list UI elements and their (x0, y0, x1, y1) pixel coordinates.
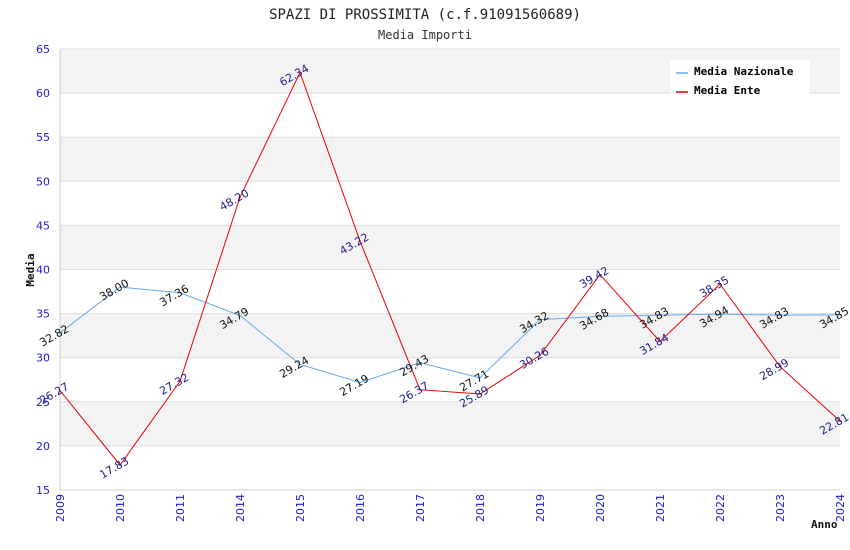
data-point-media-nazionale (479, 377, 481, 379)
data-point-media-nazionale (719, 313, 721, 315)
y-tick-label: 20 (36, 440, 50, 453)
data-point-media-ente (119, 464, 121, 466)
chart-subtitle: Media Importi (378, 28, 472, 42)
grid-band (60, 137, 840, 182)
data-point-media-ente (179, 380, 181, 383)
y-tick-label: 55 (36, 131, 50, 144)
grid-band (60, 269, 840, 314)
data-point-media-ente (359, 240, 361, 242)
data-point-media-nazionale (299, 363, 301, 366)
data-point-media-nazionale (779, 314, 781, 316)
grid-band (60, 401, 840, 446)
x-tick-label: 2017 (414, 494, 427, 522)
grid-band (60, 357, 840, 402)
x-tick-label: 2019 (534, 494, 547, 522)
data-point-media-nazionale (239, 314, 241, 317)
legend-box (670, 60, 810, 98)
x-tick-label: 2010 (114, 494, 127, 522)
axes (59, 49, 840, 491)
chart-title: SPAZI DI PROSSIMITA (c.f.91091560689) (269, 7, 581, 23)
data-point-media-nazionale (179, 291, 181, 294)
data-point-media-nazionale (119, 286, 121, 288)
series-line-media-nazionale (59, 286, 841, 384)
data-point-media-nazionale (839, 314, 841, 316)
y-tick-label: 65 (36, 43, 50, 56)
legend-label-media-nazionale: Media Nazionale (694, 65, 794, 78)
data-point-media-nazionale (599, 315, 601, 318)
y-tick-label: 45 (36, 219, 50, 232)
x-tick-label: 2023 (774, 494, 787, 522)
data-point-media-ente (59, 389, 61, 392)
y-tick-label: 60 (36, 87, 50, 100)
grid-bands (60, 49, 840, 490)
data-point-media-ente (299, 71, 301, 74)
data-point-media-ente (779, 365, 781, 368)
x-tick-label: 2009 (54, 494, 67, 522)
data-point-media-nazionale (359, 381, 361, 384)
data-point-media-ente (839, 420, 841, 422)
x-tick-label: 2021 (654, 494, 667, 522)
y-axis-label: Media (24, 253, 37, 286)
legend-label-media-ente: Media Ente (694, 84, 761, 97)
data-point-media-ente (239, 196, 241, 198)
data-point-media-nazionale (659, 314, 661, 316)
grid-band (60, 181, 840, 226)
y-tick-label: 15 (36, 484, 50, 497)
data-point-media-nazionale (539, 318, 541, 321)
data-point-media-ente (659, 340, 661, 343)
x-tick-label: 2014 (234, 494, 247, 522)
data-point-media-nazionale (419, 361, 421, 364)
y-tick-label: 50 (36, 175, 50, 188)
y-tick-label: 40 (36, 264, 50, 277)
data-point-media-ente (719, 283, 721, 285)
x-axis-label: Anno (811, 518, 838, 531)
y-tick-labels: 15 20 25 30 35 40 45 50 55 60 65 (36, 43, 50, 497)
legend: Media Nazionale Media Ente (670, 60, 810, 98)
grid-band (60, 445, 840, 490)
grid-band (60, 225, 840, 270)
series-lines (59, 71, 841, 466)
y-tick-label: 30 (36, 352, 50, 365)
x-tick-label: 2015 (294, 494, 307, 522)
grid-band (60, 313, 840, 358)
x-tick-label: 2016 (354, 494, 367, 522)
y-tick-label: 35 (36, 308, 50, 321)
x-tick-label: 2018 (474, 494, 487, 522)
data-point-media-ente (539, 354, 541, 357)
x-tick-label: 2011 (174, 494, 187, 522)
series-line-media-ente (59, 71, 841, 466)
data-point-media-ente (479, 393, 481, 395)
x-tick-label: 2024 (834, 494, 847, 522)
x-tick-labels: 2009 2010 2011 2014 2015 2016 2017 2018 2019 2020… (54, 494, 847, 522)
x-tick-label: 2022 (714, 494, 727, 522)
data-point-media-ente (599, 273, 601, 276)
data-point-media-nazionale (59, 332, 61, 334)
grid-band (60, 93, 840, 138)
y-tick-label: 25 (36, 396, 50, 409)
data-point-media-ente (419, 388, 421, 391)
x-tick-label: 2020 (594, 494, 607, 522)
